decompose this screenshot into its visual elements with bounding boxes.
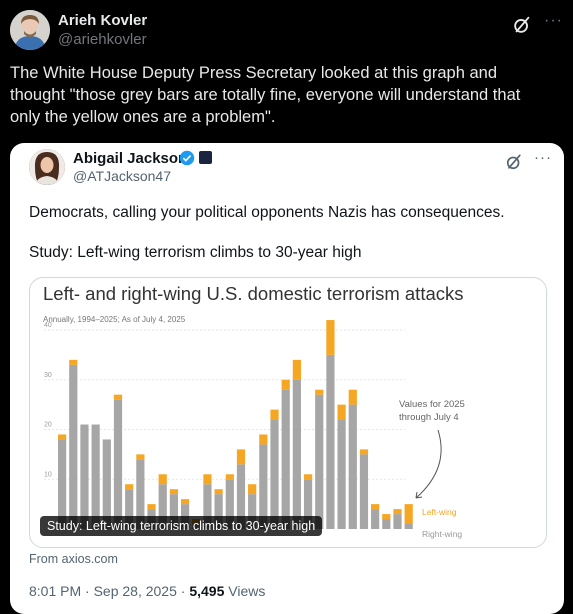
bar-right-wing-2012 [259, 444, 268, 529]
bar-right-wing-2004 [169, 494, 178, 529]
bar-right-wing-1997 [91, 424, 100, 529]
bar-right-wing-2019 [337, 419, 346, 529]
bar-left-wing-2005 [180, 499, 190, 505]
annotation-arrowhead [415, 491, 423, 499]
bar-right-wing-2017 [315, 394, 324, 529]
more-icon[interactable]: ··· [544, 12, 563, 29]
bar-right-wing-2021 [359, 454, 369, 529]
quoted-post[interactable]: Abigail Jackson @ATJackson47 ··· Democra… [10, 143, 564, 614]
bar-left-wing-2024 [393, 509, 402, 515]
bar-right-wing-2009 [225, 479, 234, 529]
bar-right-wing-2014 [281, 389, 290, 529]
y-tick-label: 40 [44, 322, 52, 329]
grok-icon[interactable] [511, 14, 533, 36]
bar-left-wing-2000 [125, 484, 134, 490]
bar-left-wing-2008 [214, 489, 223, 495]
chart-card[interactable]: Left- and right-wing U.S. domestic terro… [29, 277, 547, 548]
bar-left-wing-2018 [326, 320, 335, 355]
bar-right-wing-1994 [58, 439, 67, 529]
annotation-line2: through July 4 [399, 412, 459, 423]
bar-right-wing-1996 [80, 424, 89, 529]
bar-right-wing-2011 [248, 494, 257, 529]
quoted-author-name[interactable]: Abigail Jackson [73, 150, 188, 167]
y-tick-label: 30 [44, 372, 52, 379]
post-header: Arieh Kovler @ariehkovler ··· [10, 10, 563, 50]
bar-left-wing-2017 [315, 389, 324, 395]
bar-right-wing-2016 [303, 479, 313, 529]
bar-left-wing-2010 [236, 449, 246, 465]
bar-right-wing-2013 [270, 419, 279, 529]
bar-left-wing-2013 [270, 409, 279, 420]
bar-left-wing-2020 [348, 389, 357, 405]
views-label: Views [224, 583, 266, 599]
bar-right-wing-2003 [158, 484, 167, 529]
bar-right-wing-2015 [292, 379, 301, 529]
bar-right-wing-2010 [236, 464, 246, 529]
bar-left-wing-2012 [259, 434, 268, 445]
chart-title: Left- and right-wing U.S. domestic terro… [43, 283, 464, 304]
bar-left-wing-2011 [248, 484, 257, 495]
post-meta: 8:01 PM · Sep 28, 2025 · 5,495 Views [29, 583, 265, 599]
bar-right-wing-2018 [326, 354, 335, 529]
legend-right-wing: Right-wing [422, 529, 462, 539]
quoted-text-line2: Study: Left-wing terrorism climbs to 30-… [29, 244, 362, 261]
bar-right-wing-2007 [203, 484, 212, 529]
bar-right-wing-2024 [393, 514, 402, 529]
bar-left-wing-2001 [136, 454, 145, 460]
bar-left-wing-2016 [303, 474, 313, 480]
quoted-avatar[interactable] [29, 149, 65, 185]
verified-badge-icon [179, 150, 195, 166]
y-tick-label: 20 [44, 422, 52, 429]
bar-left-wing-1995 [69, 359, 78, 365]
avatar[interactable] [10, 10, 50, 50]
bar-right-wing-2008 [214, 494, 223, 529]
author-handle[interactable]: @ariehkovler [58, 31, 147, 48]
bar-right-wing-2000 [125, 489, 134, 529]
bar-left-wing-2021 [359, 449, 369, 455]
bar-left-wing-2015 [292, 359, 301, 380]
bar-left-wing-2022 [371, 504, 380, 510]
views-count: 5,495 [189, 583, 225, 599]
affiliation-badge-icon [199, 151, 212, 164]
bar-right-wing-2023 [382, 519, 391, 529]
bar-left-wing-2007 [203, 474, 212, 485]
terrorism-bar-chart: Left- and right-wing U.S. domestic terro… [43, 283, 465, 539]
quoted-text-line1: Democrats, calling your political oppone… [29, 204, 505, 221]
annotation-arrow [415, 429, 442, 499]
bar-right-wing-1998 [102, 439, 111, 529]
bar-left-wing-2004 [169, 489, 178, 495]
post-timestamp[interactable]: 8:01 PM · Sep 28, 2025 · [29, 583, 190, 599]
annotation-line1: Values for 2025 [399, 399, 465, 410]
quoted-grok-icon[interactable] [504, 152, 524, 172]
bar-right-wing-1995 [69, 364, 78, 529]
quoted-author-handle[interactable]: @ATJackson47 [73, 168, 171, 184]
bar-left-wing-2025 [404, 504, 413, 525]
post-text: The White House Deputy Press Secretary l… [10, 64, 521, 126]
bar-right-wing-1999 [113, 399, 123, 529]
bar-left-wing-2014 [281, 379, 290, 390]
bar-left-wing-2009 [225, 474, 234, 480]
bar-left-wing-1999 [113, 394, 123, 400]
quoted-more-icon[interactable]: ··· [534, 149, 552, 166]
bar-right-wing-2022 [371, 509, 380, 529]
bar-left-wing-1994 [58, 434, 67, 440]
bar-left-wing-2023 [382, 514, 391, 520]
image-caption-badge: Study: Left-wing terrorism climbs to 30-… [40, 516, 323, 536]
bar-left-wing-2002 [147, 504, 156, 510]
bar-right-wing-2001 [136, 459, 145, 529]
legend-left-wing: Left-wing [422, 507, 457, 517]
bar-left-wing-2003 [158, 474, 167, 485]
link-source[interactable]: From axios.com [29, 552, 118, 566]
bar-right-wing-2025 [404, 524, 413, 529]
y-tick-label: 10 [44, 471, 52, 478]
author-name[interactable]: Arieh Kovler [58, 12, 148, 29]
bar-right-wing-2020 [348, 404, 357, 529]
chart-subtitle: Annually, 1994–2025; As of July 4, 2025 [43, 315, 186, 324]
bar-left-wing-2019 [337, 404, 346, 420]
